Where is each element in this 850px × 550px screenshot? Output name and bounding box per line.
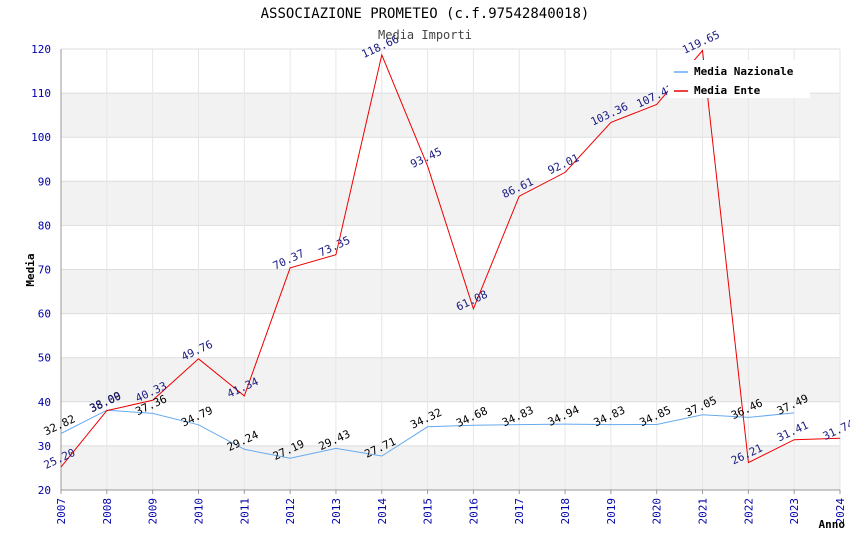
x-tick-label: 2021 — [697, 498, 710, 525]
x-tick-label: 2012 — [284, 498, 297, 525]
x-tick-label: 2007 — [55, 498, 68, 525]
data-label-nazionale: 34.83 — [500, 404, 536, 430]
band — [61, 181, 840, 226]
y-tick-label: 100 — [31, 131, 51, 144]
data-label-ente: 93.45 — [408, 145, 444, 171]
y-tick-label: 120 — [31, 43, 51, 56]
x-tick-label: 2024 — [834, 498, 847, 525]
y-tick-labels: 20 30 40 50 60 70 80 90 100 110 120 — [31, 43, 51, 497]
data-label-nazionale: 32.82 — [42, 412, 78, 438]
axes — [60, 49, 841, 494]
x-tick-label: 2023 — [788, 498, 801, 525]
band — [61, 357, 840, 402]
series-lines — [60, 49, 841, 468]
series-line-media-nazionale — [60, 409, 795, 459]
x-tick-label: 2020 — [651, 498, 664, 525]
y-tick-label: 90 — [38, 175, 51, 188]
legend-label-ente: Media Ente — [694, 84, 761, 97]
band — [61, 269, 840, 314]
series-line-media-ente — [60, 49, 841, 468]
x-tick-label: 2015 — [422, 498, 435, 525]
y-tick-label: 30 — [38, 440, 51, 453]
chart-title: ASSOCIAZIONE PROMETEO (c.f.97542840018) — [261, 6, 590, 22]
data-label-nazionale: 34.94 — [546, 403, 582, 429]
x-tick-label: 2013 — [330, 498, 343, 525]
x-tick-label: 2010 — [192, 498, 205, 525]
x-tick-labels: 2007 2008 2009 2010 2011 2012 2013 2014 2015 2016… — [55, 498, 847, 525]
x-tick-label: 2018 — [559, 498, 572, 525]
chart-subtitle: Media Importi — [378, 28, 472, 42]
y-tick-label: 110 — [31, 87, 51, 100]
background-bands — [61, 93, 840, 490]
y-tick-label: 50 — [38, 352, 51, 365]
y-tick-label: 60 — [38, 308, 51, 321]
y-axis-label: Media — [24, 253, 37, 286]
data-label-nazionale: 34.85 — [637, 403, 673, 429]
x-tick-label: 2014 — [376, 498, 389, 525]
data-label-nazionale: 34.68 — [454, 404, 490, 430]
y-tick-label: 20 — [38, 484, 51, 497]
band — [61, 93, 840, 138]
data-label-nazionale: 34.79 — [179, 404, 215, 430]
x-tick-label: 2008 — [101, 498, 114, 525]
y-tick-label: 80 — [38, 219, 51, 232]
x-tick-label: 2019 — [605, 498, 618, 525]
x-tick-label: 2022 — [742, 498, 755, 525]
legend: Media Nazionale Media Ente — [668, 60, 810, 98]
x-tick-label: 2009 — [147, 498, 160, 525]
data-label-ente: 31.74 — [821, 417, 850, 443]
y-tick-label: 40 — [38, 396, 51, 409]
data-label-ente: 70.37 — [271, 247, 307, 273]
band — [61, 445, 840, 490]
legend-box — [668, 60, 810, 98]
x-tick-label: 2011 — [238, 498, 251, 525]
legend-label-nazionale: Media Nazionale — [694, 65, 794, 78]
x-tick-label: 2016 — [467, 498, 480, 525]
x-tick-label: 2017 — [513, 498, 526, 525]
x-axis-label: Anno — [819, 518, 846, 531]
data-label-nazionale: 34.83 — [592, 404, 628, 430]
y-tick-label: 70 — [38, 264, 51, 277]
